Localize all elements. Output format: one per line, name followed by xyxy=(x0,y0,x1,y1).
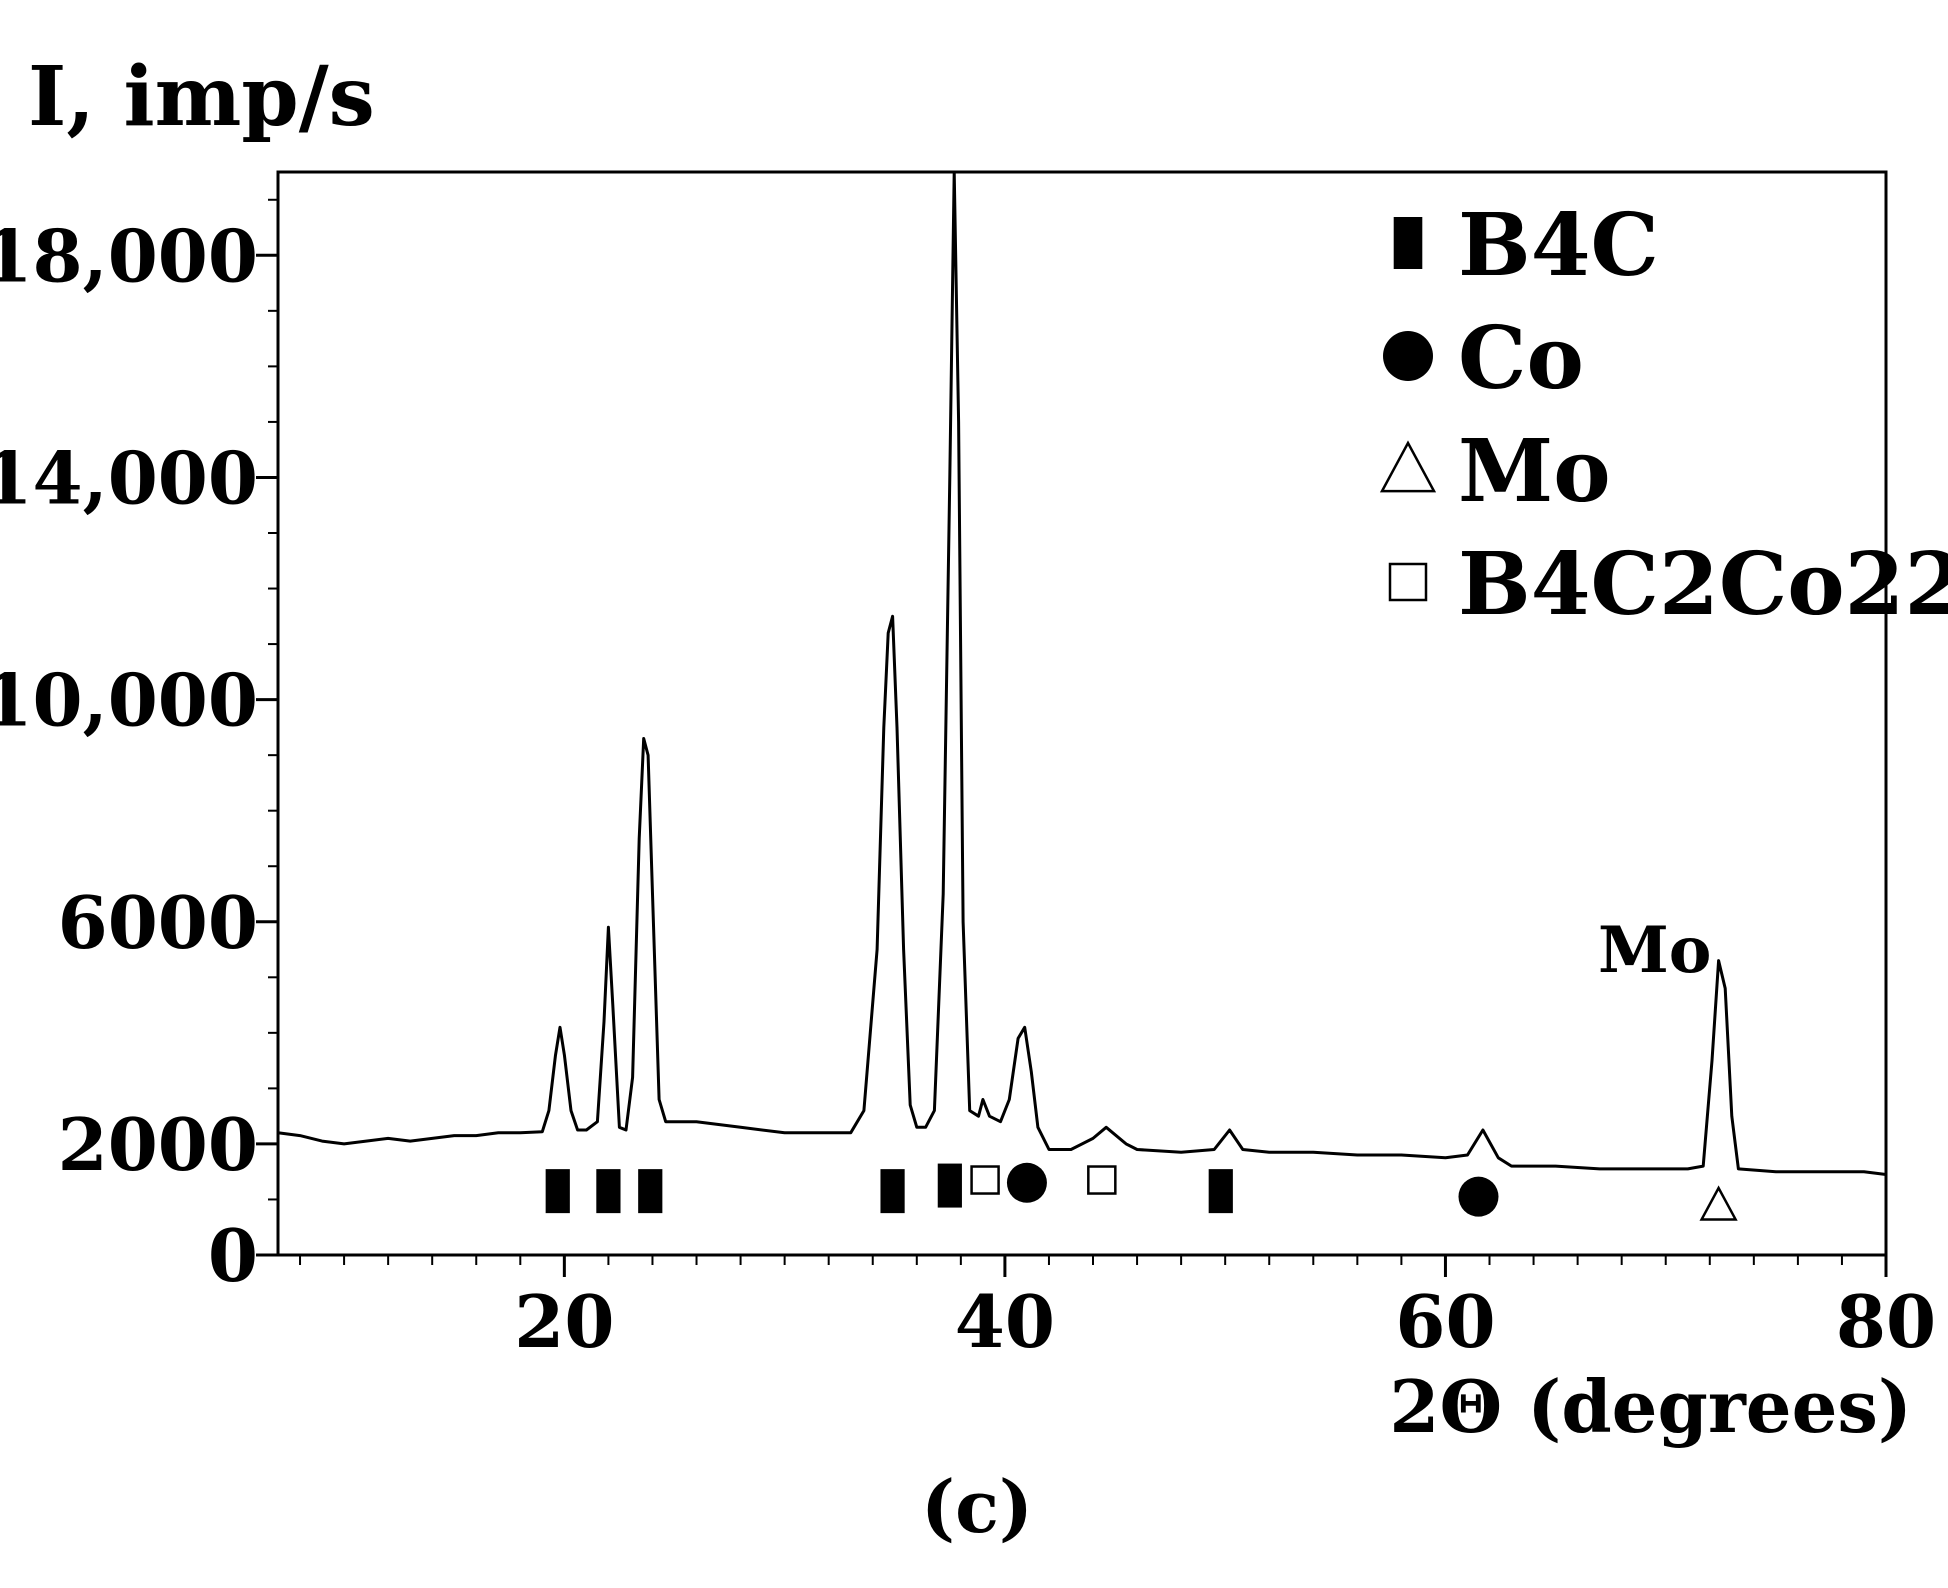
legend-label: B4C2Co22 xyxy=(1458,534,1948,635)
marker-mo xyxy=(1699,1185,1738,1221)
y-tick-label: 14,000 xyxy=(0,435,258,520)
marker-co xyxy=(1006,1162,1047,1203)
legend-marker xyxy=(1393,217,1423,269)
x-tick-label: 20 xyxy=(514,1279,614,1364)
marker-b4c2co22 xyxy=(970,1165,1000,1195)
y-tick-label: 0 xyxy=(208,1213,258,1298)
x-axis: 20 40 60 80 xyxy=(299,1255,1936,1364)
x-tick-label: 40 xyxy=(955,1279,1055,1364)
x-axis-label: 2Θ (degrees) xyxy=(1389,1364,1912,1449)
y-axis-label: I, imp/s xyxy=(28,49,375,145)
y-tick-label: 2000 xyxy=(58,1102,258,1187)
marker-b4c xyxy=(880,1169,905,1214)
legend: B4C Co Mo B4C2Co22 xyxy=(1379,195,1948,635)
phase-markers xyxy=(545,1162,1738,1221)
x-tick-label: 80 xyxy=(1836,1279,1936,1364)
legend-label: B4C xyxy=(1458,195,1659,296)
y-axis: 0 2000 6000 10,000 14,000 18,000 xyxy=(0,198,278,1298)
marker-b4c xyxy=(1208,1169,1233,1214)
marker-b4c2co22 xyxy=(1087,1165,1117,1195)
y-tick-label: 6000 xyxy=(58,880,258,965)
legend-label: Co xyxy=(1458,308,1584,409)
plot-frame xyxy=(276,170,1888,1257)
marker-b4c xyxy=(596,1169,621,1214)
legend-label: Mo xyxy=(1458,421,1611,522)
legend-marker xyxy=(1383,331,1433,381)
peak-annotation: Mo xyxy=(1598,913,1712,988)
legend-marker xyxy=(1379,440,1437,493)
marker-b4c xyxy=(937,1163,962,1208)
marker-co xyxy=(1458,1176,1499,1217)
series-line xyxy=(277,170,1887,1176)
legend-marker xyxy=(1388,562,1428,602)
annotations: Mo xyxy=(1598,913,1712,988)
panel-label: (c) xyxy=(921,1464,1033,1549)
marker-b4c xyxy=(545,1169,570,1214)
marker-b4c xyxy=(638,1169,663,1214)
y-tick-label: 18,000 xyxy=(0,213,258,298)
x-tick-label: 60 xyxy=(1395,1279,1495,1364)
y-tick-label: 10,000 xyxy=(0,658,258,743)
